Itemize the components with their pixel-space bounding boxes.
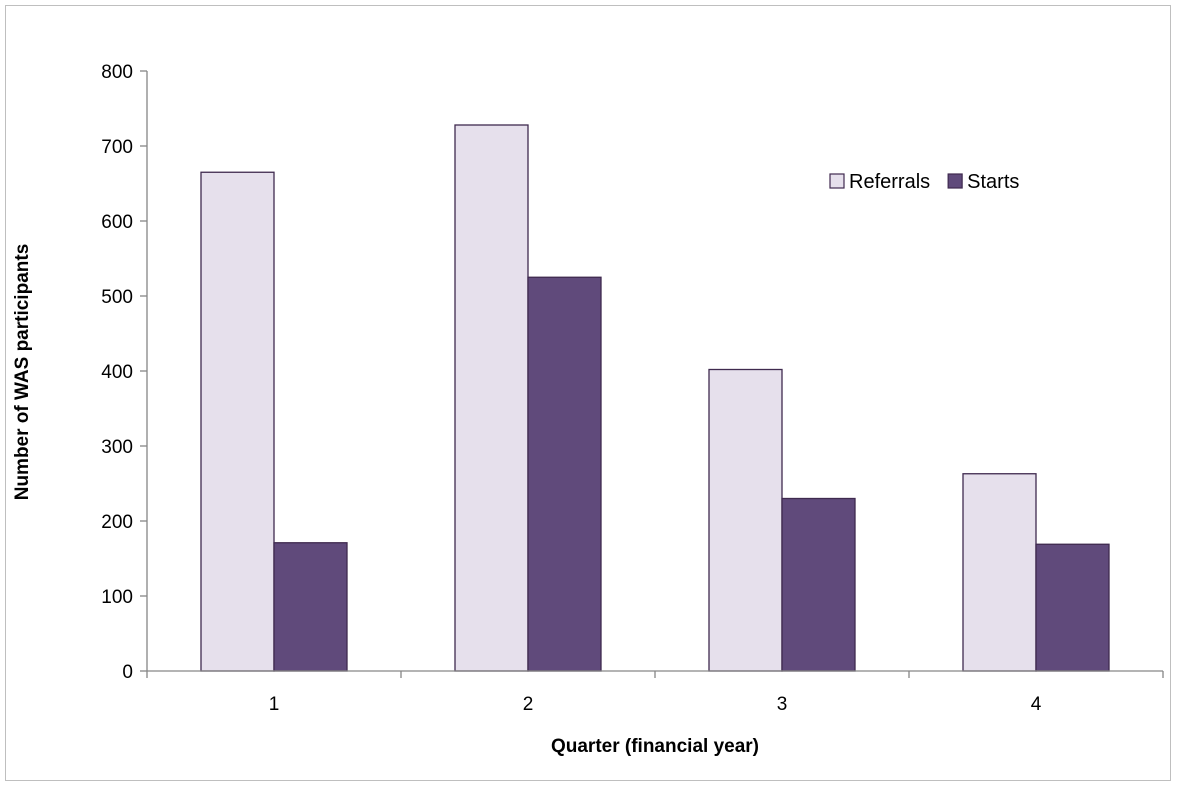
y-tick-label: 500 bbox=[101, 287, 133, 308]
bar-referrals-q4 bbox=[962, 473, 1037, 672]
bar-referrals-q2 bbox=[454, 124, 529, 672]
y-tick-label: 300 bbox=[101, 437, 133, 458]
legend-swatch-starts bbox=[947, 173, 963, 189]
x-ticks-group: 1 2 3 4 bbox=[146, 671, 1164, 715]
bar-starts-q4 bbox=[1035, 543, 1110, 672]
bar-starts-q3 bbox=[781, 497, 856, 672]
bar-starts-q1 bbox=[273, 542, 348, 672]
x-tick-label: 2 bbox=[523, 694, 534, 715]
x-axis-title: Quarter (financial year) bbox=[551, 736, 759, 757]
y-ticks-group: 0 100 200 300 400 500 600 700 800 bbox=[101, 62, 147, 683]
y-tick-label: 400 bbox=[101, 362, 133, 383]
y-tick-label: 100 bbox=[101, 587, 133, 608]
y-tick-label: 600 bbox=[101, 212, 133, 233]
bars-group bbox=[200, 124, 1110, 672]
x-tick-label: 4 bbox=[1031, 694, 1042, 715]
legend-swatch-referrals bbox=[829, 173, 845, 189]
legend-label-referrals: Referrals bbox=[849, 171, 930, 193]
bar-referrals-q1 bbox=[200, 171, 275, 672]
bar-referrals-q3 bbox=[708, 368, 783, 672]
y-tick-label: 800 bbox=[101, 62, 133, 83]
y-axis-title: Number of WAS participants bbox=[12, 244, 33, 501]
y-tick-label: 200 bbox=[101, 512, 133, 533]
bar-starts-q2 bbox=[527, 276, 602, 672]
x-tick-label: 1 bbox=[269, 694, 280, 715]
y-tick-label: 700 bbox=[101, 137, 133, 158]
y-tick-label: 0 bbox=[122, 662, 133, 683]
legend-label-starts: Starts bbox=[967, 171, 1019, 193]
legend: Referrals Starts bbox=[829, 171, 1019, 193]
x-tick-label: 3 bbox=[777, 694, 788, 715]
